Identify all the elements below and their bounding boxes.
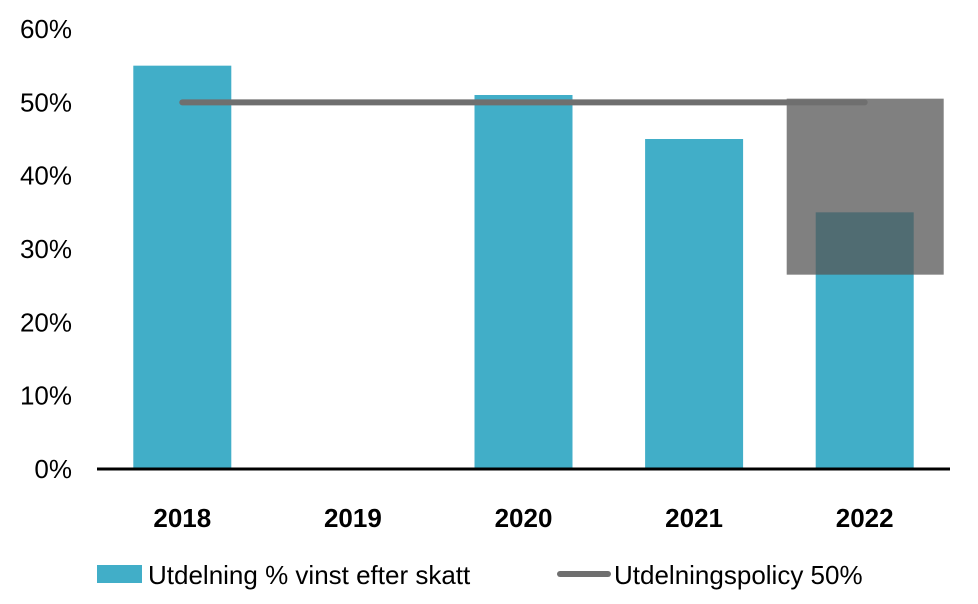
legend-label-bars: Utdelning % vinst efter skatt <box>148 560 471 590</box>
y-tick-label: 60% <box>20 14 72 44</box>
bar-2020 <box>474 95 573 469</box>
y-tick-label: 30% <box>20 234 72 264</box>
y-tick-label: 10% <box>20 381 72 411</box>
y-axis-ticks: 0% 10% 20% 30% 40% 50% 60% <box>20 14 72 484</box>
legend: Utdelning % vinst efter skatt Utdelnings… <box>97 560 863 590</box>
legend-label-line: Utdelningspolicy 50% <box>614 560 863 590</box>
overlay-box-layer <box>786 98 944 275</box>
x-tick-label: 2019 <box>324 503 382 533</box>
legend-swatch-bars <box>97 565 142 583</box>
x-tick-label: 2022 <box>836 503 894 533</box>
y-tick-label: 50% <box>20 87 72 117</box>
x-tick-label: 2018 <box>153 503 211 533</box>
y-tick-label: 20% <box>20 307 72 337</box>
overlay-box-2022 <box>786 98 944 275</box>
y-tick-label: 0% <box>34 454 72 484</box>
x-axis-labels: 2018 2019 2020 2021 2022 <box>153 503 893 533</box>
y-tick-label: 40% <box>20 161 72 191</box>
x-tick-label: 2021 <box>665 503 723 533</box>
bar-2021 <box>645 139 744 469</box>
x-tick-label: 2020 <box>495 503 553 533</box>
bar-2018 <box>133 65 232 470</box>
